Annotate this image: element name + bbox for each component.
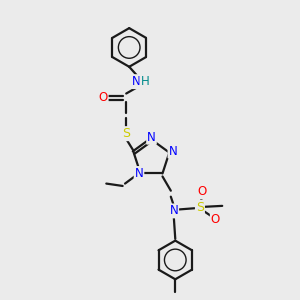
Text: H: H [141,75,149,88]
Text: N: N [169,204,178,218]
Text: S: S [196,201,204,214]
Text: O: O [211,213,220,226]
Text: O: O [198,185,207,198]
Text: N: N [135,167,143,180]
Text: N: N [147,131,156,144]
Text: S: S [122,127,130,140]
Text: N: N [169,145,177,158]
Text: O: O [98,92,108,104]
Text: N: N [132,75,141,88]
